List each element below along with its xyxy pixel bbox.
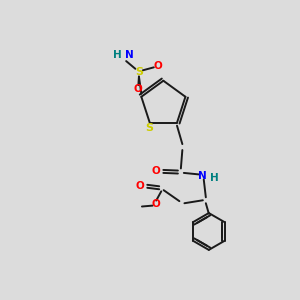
Text: O: O [152,166,160,176]
Text: S: S [135,68,143,77]
Text: N: N [125,50,134,60]
Text: H: H [210,173,219,183]
Text: O: O [153,61,162,71]
Text: H: H [113,50,122,60]
Text: O: O [152,199,161,209]
Text: S: S [146,123,154,133]
Text: O: O [136,181,145,191]
Text: O: O [134,84,143,94]
Text: N: N [199,171,207,181]
